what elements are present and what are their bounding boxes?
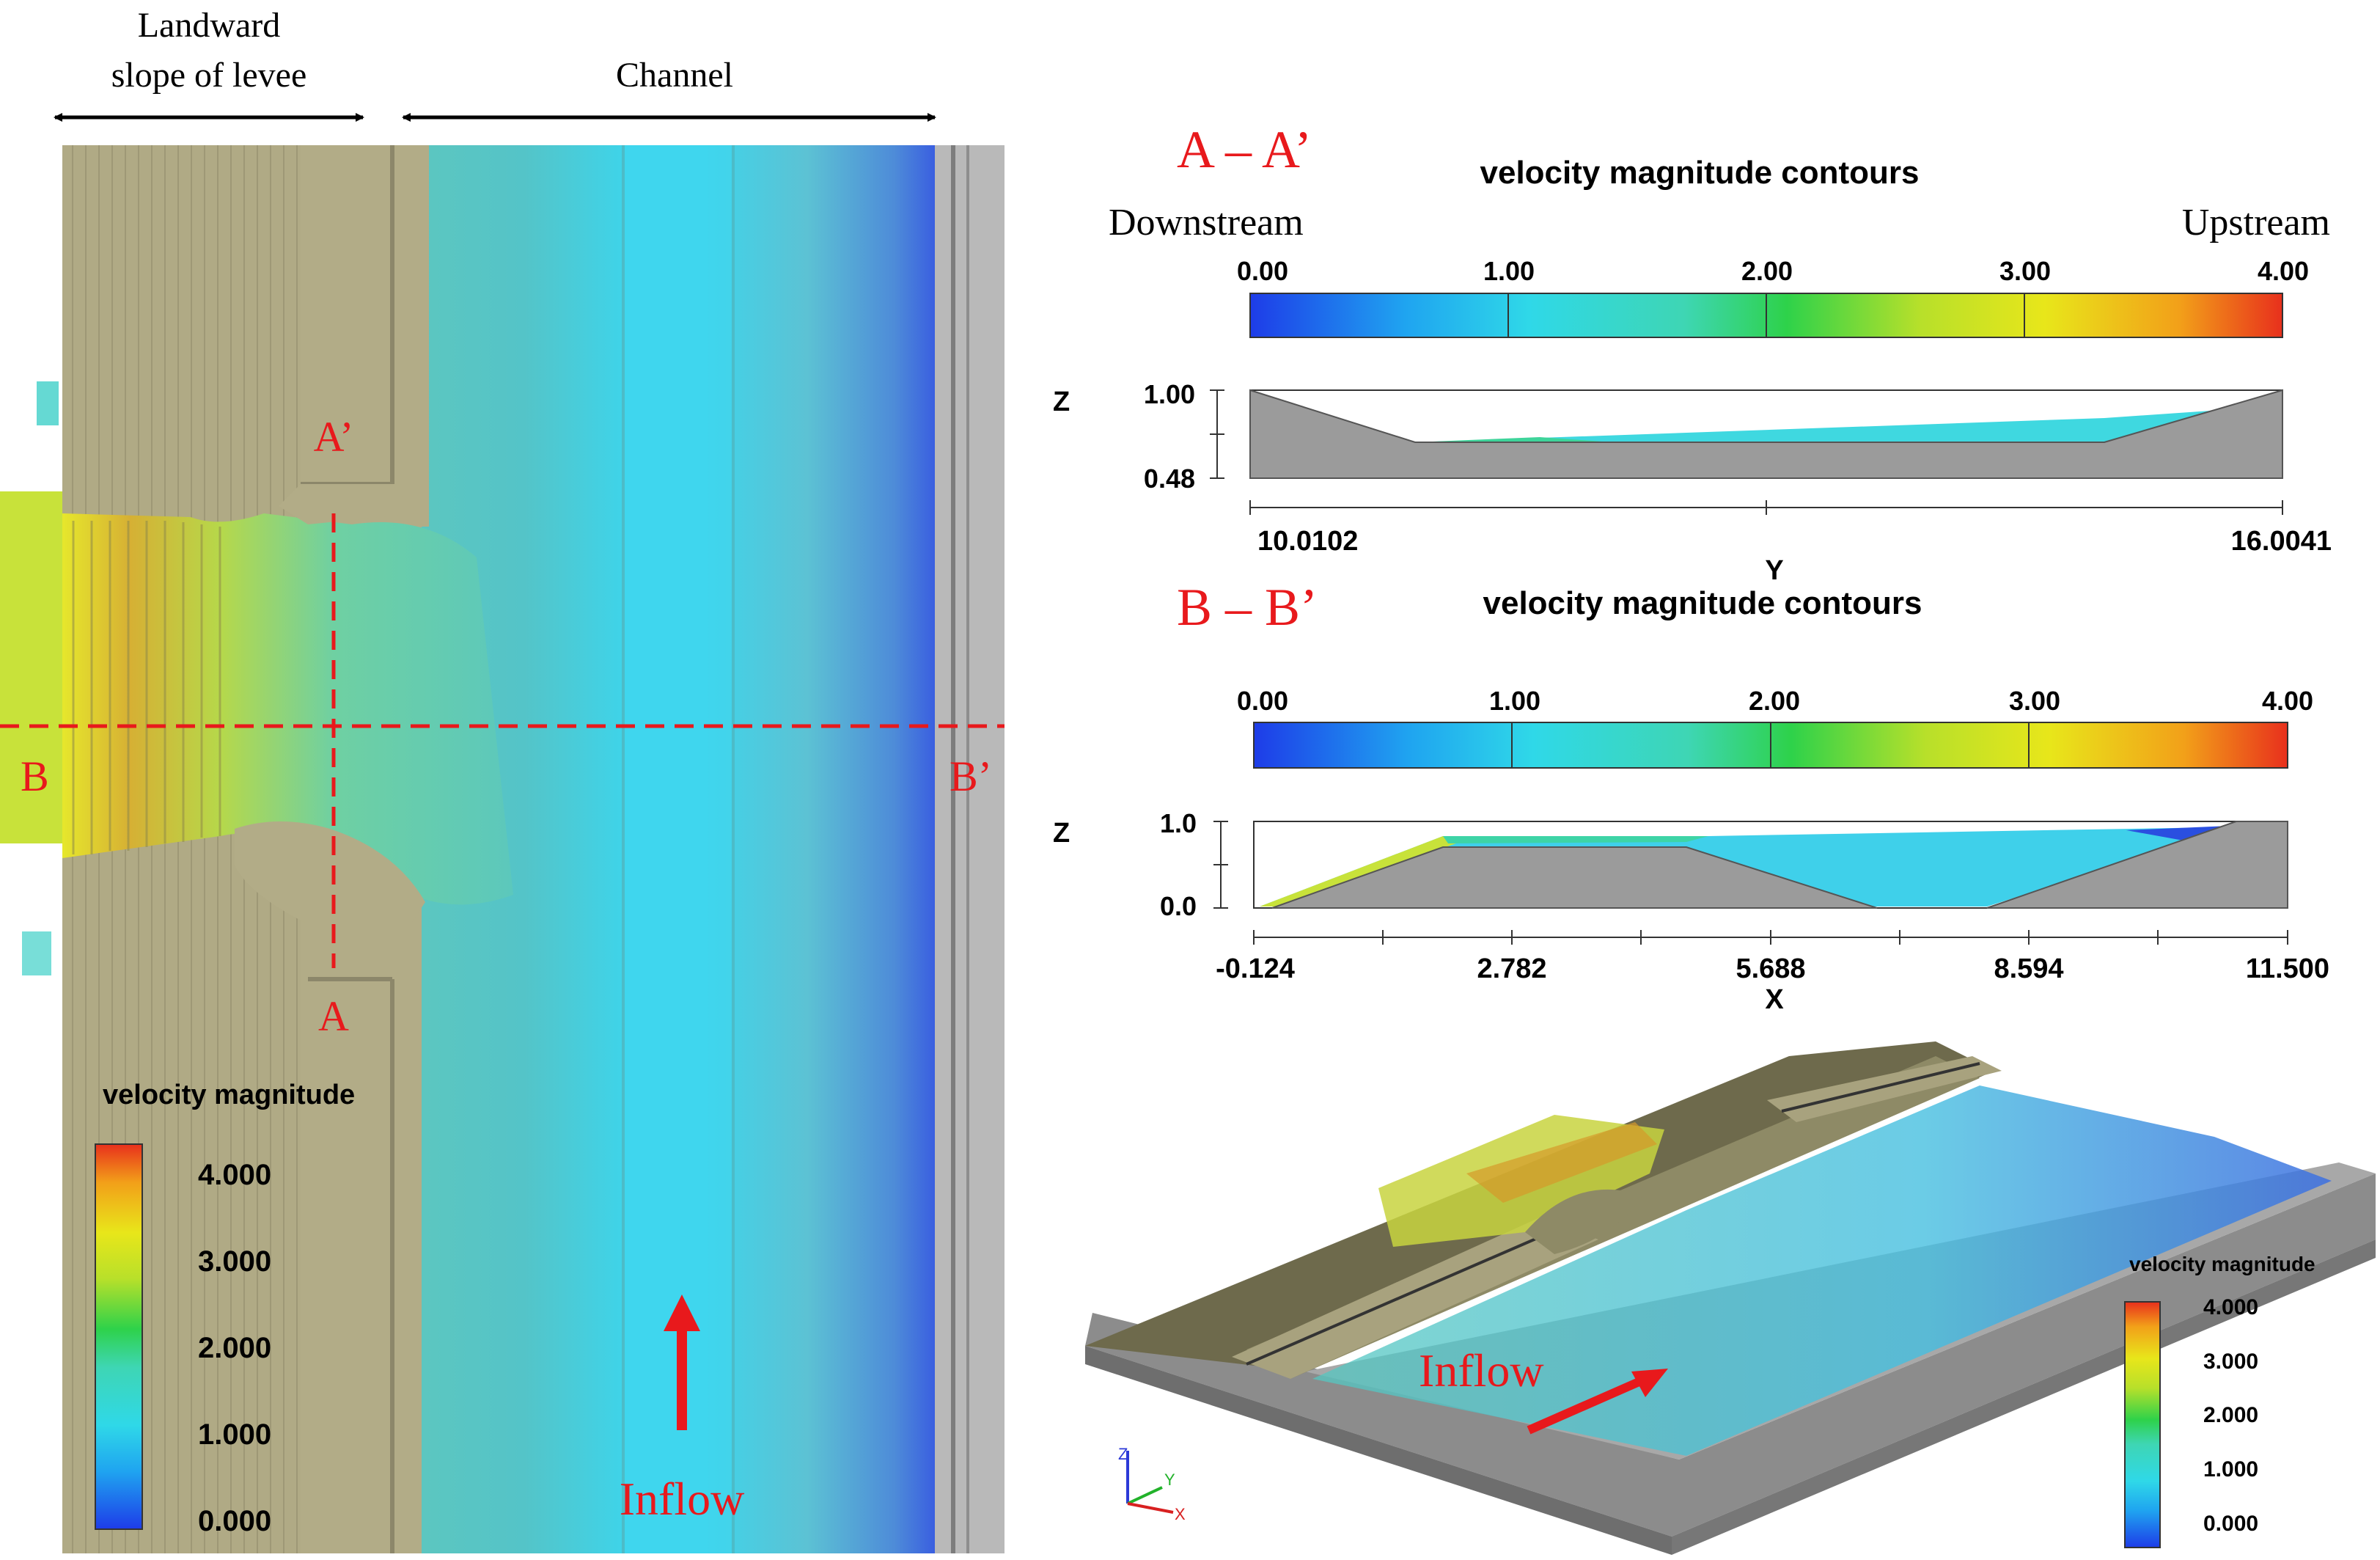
left-legend-tick-3: 3.000 [198, 1245, 271, 1278]
section-bb-levee [1271, 846, 1878, 909]
left-legend-colorbar [95, 1143, 143, 1530]
breach-rounded-edge [235, 821, 425, 924]
view3d-levee-crown [1232, 1217, 1598, 1379]
section-bb-right-bank [1986, 821, 2288, 909]
section-aa-z-tick-top: 1.00 [1144, 379, 1195, 409]
view3d-legend-tick-3: 3.000 [2203, 1350, 2258, 1374]
triad-y: Y [1164, 1471, 1175, 1489]
label-a-prime: A’ [314, 413, 354, 461]
section-aa-downstream: Downstream [1109, 202, 1304, 243]
section-bb-x-tick-4: 11.500 [2246, 953, 2329, 984]
section-bb-cbar-tick-0: 0.00 [1237, 686, 1288, 716]
header-slope-line2: slope of levee [111, 56, 307, 95]
view3d-legend-tick-4: 4.000 [2203, 1295, 2258, 1319]
left-legend: velocity magnitude 4.000 3.000 2.000 1.0… [95, 1080, 355, 1537]
section-bb-label: B – B’ [1177, 578, 1318, 637]
section-bb-cbar-tick-1: 1.00 [1489, 686, 1540, 716]
view3d-legend: velocity magnitude 4.000 3.000 2.000 1.0… [2124, 1253, 2315, 1548]
section-bb-cbar-tick-3: 3.00 [2009, 686, 2060, 716]
section-aa-cbar-tick-1: 1.00 [1483, 256, 1535, 286]
view-3d-panel: Inflow Z Y X velocity magnitude 4.000 3.… [1085, 1041, 2376, 1555]
view3d-water-surface [1312, 1085, 2332, 1456]
view3d-legend-tick-0: 0.000 [2203, 1512, 2258, 1536]
section-aa-z-label: Z [1053, 387, 1070, 417]
header-slope-line1: Landward [138, 6, 281, 45]
left-legend-title: velocity magnitude [103, 1080, 355, 1110]
inflow-arrow-3d [1527, 1376, 1645, 1435]
section-aa-cbar-tick-0: 0.00 [1237, 256, 1288, 286]
section-aa-levee-geometry [1249, 389, 2283, 479]
section-aa-upstream: Upstream [2182, 202, 2330, 243]
section-aa-cbar-tick-2: 2.00 [1741, 256, 1793, 286]
section-aa-z-tick-bottom: 0.48 [1144, 464, 1195, 494]
left-legend-tick-4: 4.000 [198, 1159, 271, 1191]
left-legend-tick-0: 0.000 [198, 1505, 271, 1537]
inflow-label-left: Inflow [620, 1473, 745, 1525]
view3d-legend-title: velocity magnitude [2129, 1253, 2315, 1275]
section-bb-x-tick-2: 5.688 [1736, 953, 1805, 984]
section-bb-x-tick-3: 8.594 [1994, 953, 2063, 984]
section-aa-y-tick-min: 10.0102 [1257, 526, 1358, 557]
section-aa-cbar-tick-3: 3.00 [1999, 256, 2051, 286]
left-legend-tick-1: 1.000 [198, 1418, 271, 1451]
section-bb-z-tick-bottom: 0.0 [1160, 891, 1197, 921]
section-aa-panel: A – A’ velocity magnitude contours Downs… [1053, 120, 2332, 586]
section-bb-cbar-tick-2: 2.00 [1749, 686, 1800, 716]
section-bb-z-label: Z [1053, 818, 1070, 849]
section-aa-y-label: Y [1765, 555, 1783, 586]
view3d-legend-tick-2: 2.000 [2203, 1403, 2258, 1427]
left-top-view: Landward slope of levee Channel A’ A B B… [0, 6, 1004, 1553]
section-aa-y-tick-max: 16.0041 [2231, 526, 2332, 557]
triad-z: Z [1118, 1445, 1128, 1463]
label-b-prime: B’ [950, 752, 992, 800]
section-bb-panel: B – B’ velocity magnitude contours 0.00 … [1053, 578, 2329, 1015]
section-aa-title: velocity magnitude contours [1480, 155, 1920, 191]
section-bb-z-tick-top: 1.0 [1160, 808, 1197, 838]
section-bb-x-tick-0: -0.124 [1216, 953, 1295, 984]
view3d-legend-colorbar [2124, 1301, 2161, 1548]
view3d-axis-triad: Z Y X [1118, 1445, 1186, 1523]
view3d-legend-tick-1: 1.000 [2203, 1457, 2258, 1482]
section-bb-title: velocity magnitude contours [1483, 585, 1922, 621]
inflow-label-3d: Inflow [1419, 1344, 1544, 1396]
label-b: B [21, 752, 49, 800]
jet-spill-edge [0, 491, 66, 843]
right-bank [935, 145, 1004, 1553]
section-aa-water [1415, 411, 2211, 442]
breach-jet [62, 513, 513, 905]
view3d-base-slab [1085, 1173, 2376, 1537]
section-bb-x-tick-1: 2.782 [1477, 953, 1546, 984]
section-bb-x-label: X [1765, 984, 1784, 1015]
header-channel: Channel [616, 56, 733, 95]
section-bb-cbar-tick-4: 4.00 [2262, 686, 2313, 716]
left-legend-tick-2: 2.000 [198, 1332, 271, 1364]
section-aa-cbar-tick-4: 4.00 [2258, 256, 2309, 286]
section-aa-label: A – A’ [1177, 120, 1312, 179]
label-a: A [318, 992, 349, 1040]
triad-x: X [1175, 1505, 1186, 1523]
